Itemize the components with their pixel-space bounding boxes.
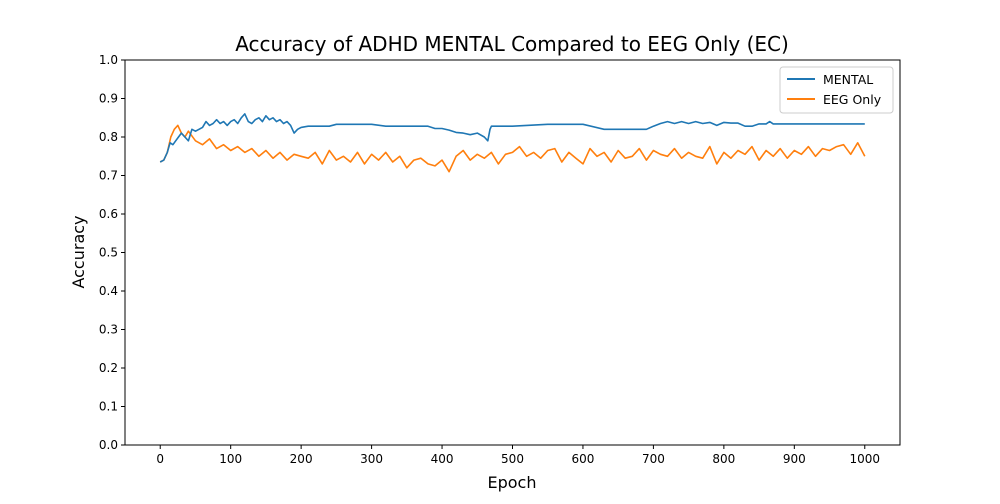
- legend-label-eeg-only: EEG Only: [823, 92, 882, 107]
- x-tick-label: 700: [642, 452, 665, 466]
- x-axis-ticks: 0 100 200 300 400 500 600 700 800 900 1000: [156, 445, 880, 466]
- y-tick-label: 0.7: [99, 169, 118, 183]
- x-tick-label: 500: [501, 452, 524, 466]
- x-tick-label: 100: [219, 452, 242, 466]
- y-tick-label: 0.6: [99, 207, 118, 221]
- y-tick-label: 0.0: [99, 438, 118, 452]
- y-tick-label: 0.9: [99, 92, 118, 106]
- x-tick-label: 600: [572, 452, 595, 466]
- chart-title: Accuracy of ADHD MENTAL Compared to EEG …: [235, 32, 789, 56]
- series-line-mental: [159, 113, 865, 163]
- legend: MENTAL EEG Only: [779, 66, 894, 114]
- x-tick-label: 1000: [849, 452, 880, 466]
- y-tick-label: 0.1: [99, 400, 118, 414]
- series-layer: [159, 113, 866, 173]
- y-axis-ticks: 0.0 0.1 0.2 0.3 0.4 0.5 0.6 0.7 0.8 0.9 1.0: [99, 53, 125, 452]
- y-tick-label: 1.0: [99, 53, 118, 67]
- y-tick-label: 0.5: [99, 246, 118, 260]
- y-tick-label: 0.2: [99, 361, 118, 375]
- y-tick-label: 0.8: [99, 130, 118, 144]
- legend-label-mental: MENTAL: [823, 72, 873, 87]
- x-axis-label: Epoch: [488, 473, 537, 492]
- y-axis-label: Accuracy: [69, 215, 88, 288]
- x-tick-label: 400: [431, 452, 454, 466]
- series-line-eeg-only: [159, 124, 866, 173]
- x-tick-label: 200: [290, 452, 313, 466]
- y-tick-label: 0.3: [99, 323, 118, 337]
- x-tick-label: 800: [712, 452, 735, 466]
- x-tick-label: 300: [360, 452, 383, 466]
- y-tick-label: 0.4: [99, 284, 118, 298]
- x-tick-label: 0: [156, 452, 164, 466]
- x-tick-label: 900: [783, 452, 806, 466]
- plot-area-frame: [124, 59, 901, 446]
